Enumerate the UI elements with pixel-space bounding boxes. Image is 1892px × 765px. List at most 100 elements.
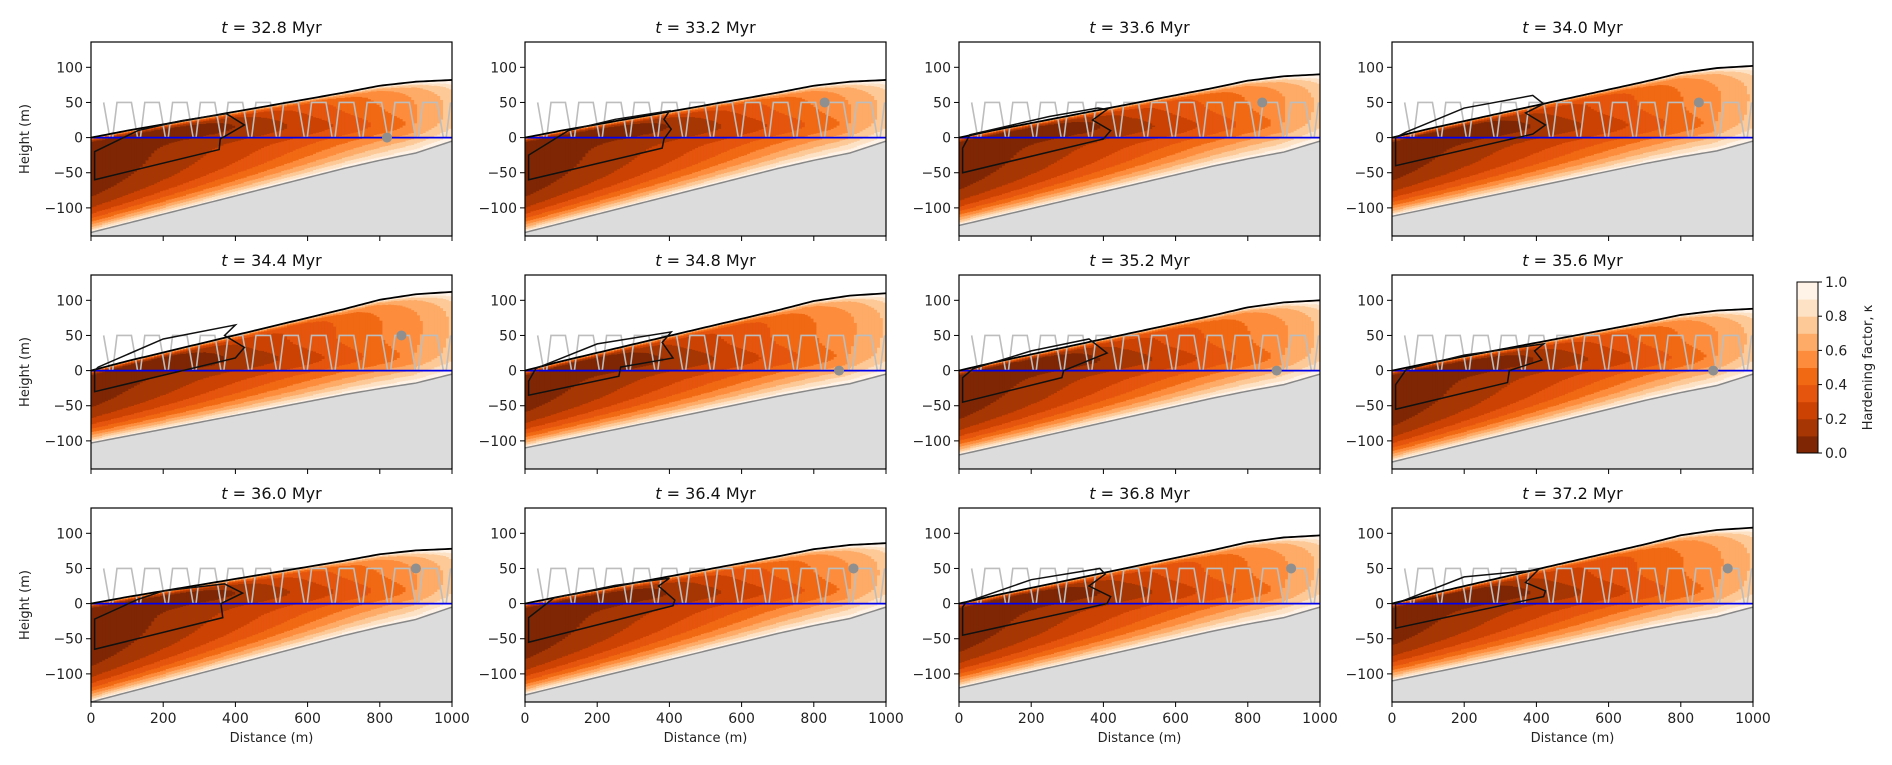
kappa-band: [402, 85, 407, 88]
kappa-band: [171, 142, 176, 176]
kappa-band: [255, 182, 259, 187]
kappa-band: [527, 212, 532, 218]
kappa-band: [856, 140, 861, 146]
kappa-band: [525, 195, 529, 208]
kappa-band: [93, 206, 98, 213]
bed-line: [524, 140, 887, 234]
kappa-band: [657, 176, 662, 184]
kappa-band: [703, 174, 708, 179]
kappa-band: [281, 178, 285, 182]
kappa-band: [232, 188, 236, 192]
kappa-band: [226, 117, 230, 124]
kappa-band: [399, 127, 404, 137]
kappa-band: [1123, 162, 1127, 171]
kappa-band: [822, 85, 826, 88]
kappa-band: [350, 163, 355, 169]
kappa-band: [162, 204, 167, 209]
kappa-band: [359, 96, 363, 118]
kappa-band: [1186, 95, 1191, 100]
kappa-band: [660, 114, 664, 116]
kappa-band: [287, 103, 291, 105]
kappa-band: [773, 143, 777, 153]
kappa-band: [1059, 174, 1064, 184]
kappa-band: [393, 143, 398, 150]
kappa-band: [272, 143, 277, 160]
kappa-band: [645, 190, 650, 195]
kappa-band: [203, 118, 207, 121]
kappa-band: [275, 119, 280, 132]
kappa-band: [868, 83, 872, 86]
kappa-band: [747, 116, 751, 134]
kappa-band: [990, 213, 994, 217]
kappa-band: [1028, 191, 1032, 197]
kappa-band: [703, 168, 708, 175]
kappa-band: [333, 98, 337, 107]
kappa-band: [1172, 97, 1176, 101]
kappa-band: [263, 179, 268, 184]
kappa-band: [981, 133, 986, 135]
kappa-band: [741, 134, 745, 145]
kappa-band: [836, 87, 841, 94]
kappa-band: [1224, 151, 1228, 157]
kappa-band: [330, 95, 334, 97]
kappa-band: [1212, 162, 1217, 168]
kappa-band: [1022, 201, 1026, 205]
kappa-band: [611, 172, 615, 186]
kappa-band: [1079, 133, 1084, 148]
kappa-band: [1123, 169, 1127, 176]
kappa-band: [399, 92, 404, 120]
kappa-band: [605, 201, 610, 206]
kappa-band: [677, 188, 682, 192]
kappa-band: [810, 152, 815, 158]
kappa-band: [278, 156, 282, 167]
kappa-band: [617, 125, 621, 140]
kappa-band: [183, 122, 187, 124]
kappa-band: [527, 194, 532, 207]
kappa-band: [758, 97, 763, 100]
kappa-band: [700, 133, 705, 146]
kappa-band: [1071, 188, 1075, 193]
kappa-band: [747, 99, 751, 102]
kappa-band: [594, 190, 598, 198]
kappa-band: [1163, 156, 1168, 164]
kappa-band: [321, 102, 326, 121]
kappa-band: [721, 152, 725, 164]
kappa-band: [136, 214, 141, 217]
kappa-band: [211, 186, 216, 192]
kappa-band: [1175, 97, 1179, 100]
kappa-band: [96, 137, 100, 140]
kappa-band: [1221, 88, 1225, 93]
kappa-band: [1074, 115, 1078, 118]
kappa-band: [562, 213, 566, 217]
kappa-band: [122, 215, 126, 219]
kappa-band: [1048, 178, 1052, 187]
kappa-band: [851, 135, 855, 143]
kappa-band: [353, 91, 357, 93]
kappa-band: [165, 206, 170, 210]
kappa-band: [263, 170, 268, 177]
kappa-band: [396, 85, 401, 89]
kappa-band: [148, 129, 152, 132]
kappa-band: [1045, 121, 1049, 123]
kappa-band: [154, 149, 158, 184]
kappa-band: [527, 206, 532, 213]
kappa-band: [573, 207, 578, 212]
kappa-band: [252, 109, 256, 111]
kappa-band: [419, 84, 424, 89]
kappa-band: [1215, 88, 1220, 91]
kappa-band: [1140, 155, 1145, 165]
kappa-band: [527, 225, 532, 229]
kappa-band: [1085, 174, 1090, 182]
kappa-band: [721, 110, 725, 141]
kappa-band: [692, 148, 696, 165]
kappa-band: [868, 93, 872, 127]
kappa-band: [999, 203, 1003, 208]
kappa-band: [396, 91, 401, 118]
kappa-band: [249, 168, 254, 176]
kappa-band: [1071, 117, 1075, 120]
kappa-band: [206, 119, 210, 122]
kappa-band: [1169, 161, 1174, 168]
kappa-band: [1123, 109, 1127, 117]
kappa-band: [272, 177, 277, 181]
kappa-band: [663, 181, 667, 187]
